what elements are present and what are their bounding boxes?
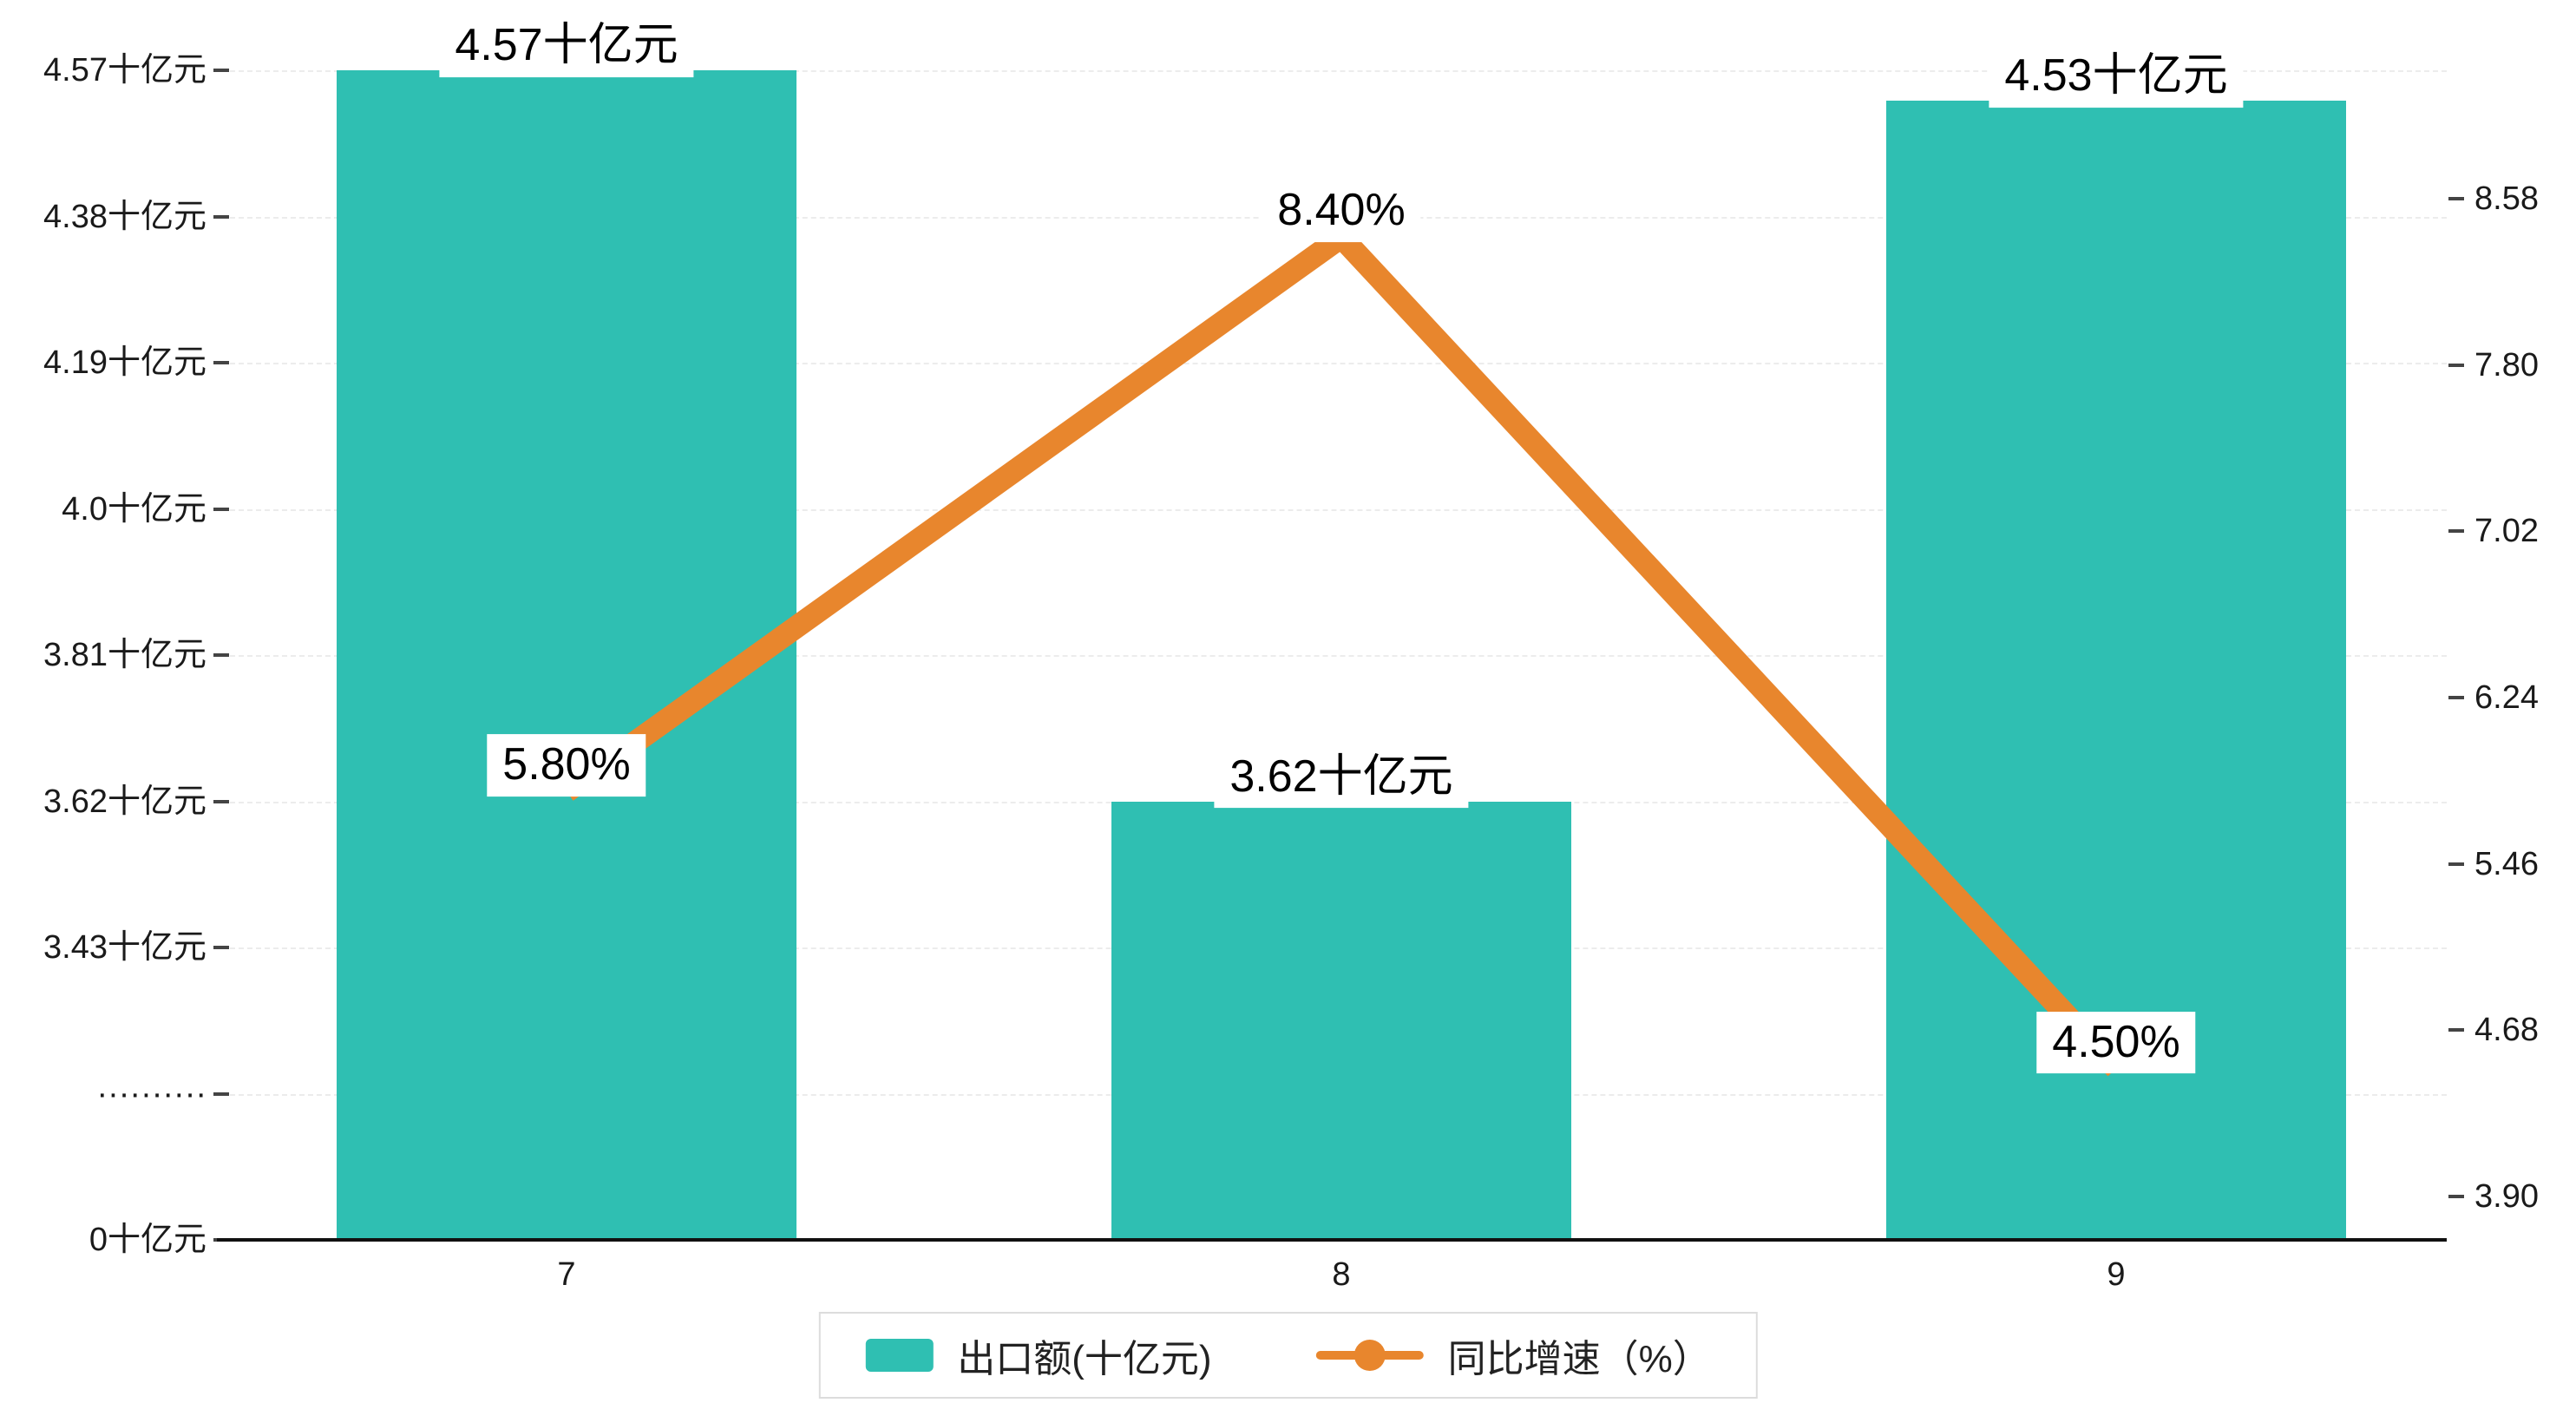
left-axis-tick-mark <box>213 507 229 511</box>
line-series-swatch-icon <box>1315 1336 1424 1374</box>
right-axis-tick-label: 7.80 <box>2474 346 2539 384</box>
right-axis-tick-mark <box>2448 197 2464 200</box>
bar-value-label: 4.53十亿元 <box>1989 45 2244 108</box>
legend-label-growth: 同比增速（%） <box>1447 1338 1711 1380</box>
left-axis-tick-label: 3.62十亿元 <box>43 783 206 820</box>
x-axis-line <box>217 1238 2447 1242</box>
legend-item-growth-line[interactable]: 同比增速（%） <box>1315 1328 1711 1383</box>
left-axis-tick-mark <box>213 1092 229 1096</box>
line-value-label: 5.80% <box>487 734 646 797</box>
line-value-label: 4.50% <box>2036 1011 2196 1074</box>
right-axis-tick-mark <box>2448 696 2464 699</box>
x-axis-label-8: 8 <box>1332 1256 1351 1293</box>
bar-series-swatch-icon <box>865 1339 934 1372</box>
left-axis-tick-label: ·········· <box>96 1075 206 1112</box>
right-axis-tick-mark <box>2448 529 2464 534</box>
left-axis-tick-label: 3.43十亿元 <box>43 929 206 966</box>
right-axis-tick-mark <box>2448 862 2464 866</box>
line-swatch-dot <box>1354 1340 1386 1371</box>
left-axis-tick-mark <box>213 653 229 657</box>
right-axis-tick-label: 6.24 <box>2474 679 2539 716</box>
legend-label-export: 出口额(十亿元) <box>957 1338 1212 1380</box>
legend-item-export-bar[interactable]: 出口额(十亿元) <box>865 1328 1212 1383</box>
left-axis-tick-label: 3.81十亿元 <box>43 637 206 673</box>
left-axis-tick-mark <box>213 69 229 72</box>
left-axis-tick-mark <box>213 361 229 364</box>
right-axis-tick-mark <box>2448 363 2464 367</box>
bar-month-7[interactable] <box>337 70 796 1240</box>
legend: 出口额(十亿元) 同比增速（%） <box>818 1312 1758 1399</box>
gridline <box>230 70 2447 72</box>
right-axis-tick-label: 8.58 <box>2474 180 2539 217</box>
x-axis-label-9: 9 <box>2107 1256 2126 1293</box>
right-axis-tick-label: 7.02 <box>2474 513 2539 550</box>
bar-value-label: 3.62十亿元 <box>1214 745 1469 809</box>
right-axis-tick-label: 4.68 <box>2474 1012 2539 1049</box>
left-axis-tick-label: 4.19十亿元 <box>43 344 206 381</box>
left-axis-tick-mark <box>213 214 229 219</box>
line-value-label: 8.40% <box>1262 180 1421 243</box>
right-axis-tick-label: 5.46 <box>2474 845 2539 882</box>
right-axis-tick-label: 3.90 <box>2474 1178 2539 1215</box>
bar-value-label: 4.57十亿元 <box>439 15 694 77</box>
left-axis-tick-mark <box>213 946 229 949</box>
left-axis-tick-label: 4.0十亿元 <box>62 490 206 528</box>
x-axis-label-7: 7 <box>557 1256 576 1293</box>
left-axis-tick-label: 4.38十亿元 <box>43 198 206 235</box>
left-axis-tick-label: 0十亿元 <box>88 1222 206 1258</box>
left-axis-tick-mark <box>213 799 229 803</box>
right-axis-tick-mark <box>2448 1028 2464 1032</box>
bar-month-8[interactable] <box>1111 801 1571 1240</box>
left-axis-tick-label: 4.57十亿元 <box>43 52 206 88</box>
right-axis-tick-mark <box>2448 1195 2464 1198</box>
